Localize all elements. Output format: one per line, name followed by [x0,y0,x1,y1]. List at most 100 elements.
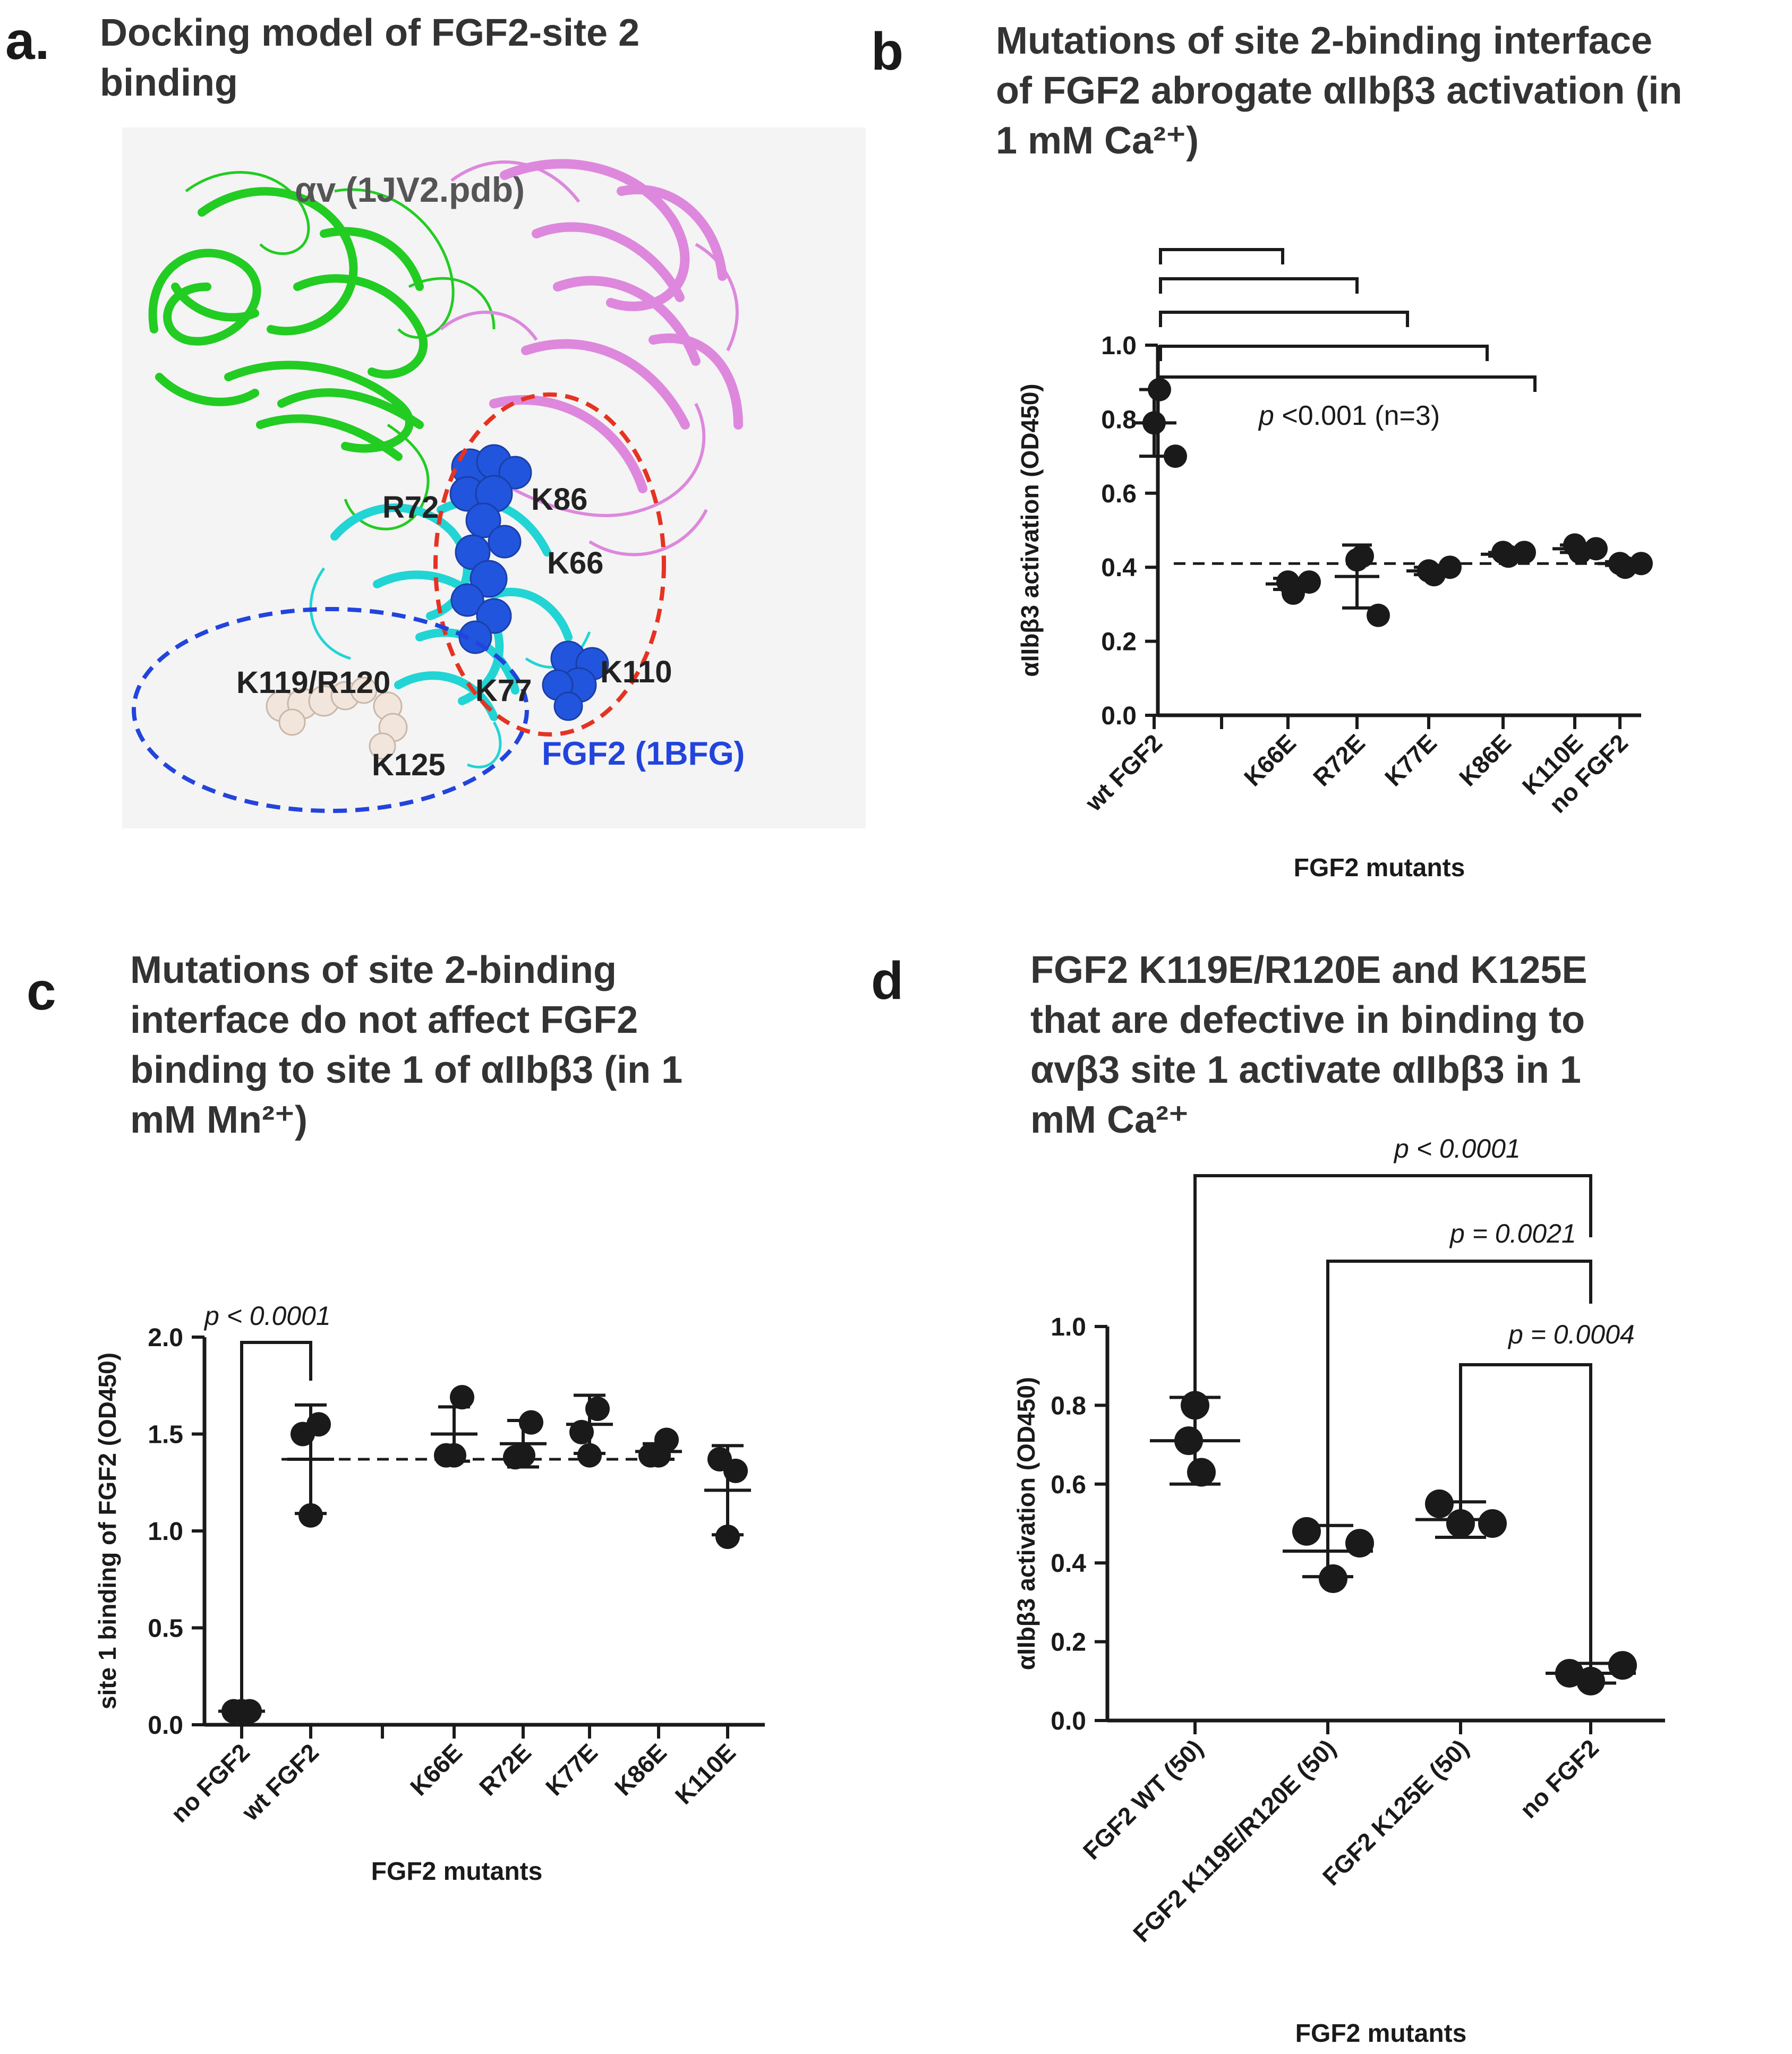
y-tick-label: 2.0 [148,1324,183,1352]
data-point [577,1443,602,1468]
data-point [1555,1658,1584,1688]
data-point [1345,548,1369,572]
y-tick-label: 0.2 [1101,628,1137,656]
panel-a-title: Docking model of FGF2-site 2 binding [100,8,639,108]
panel-b-title-line-1: Mutations of site 2-binding interface [996,20,1653,62]
y-tick-label: 1.0 [148,1518,183,1546]
panel-c-title-line-3: binding to site 1 of αIIbβ3 (in 1 [130,1049,683,1091]
data-point [1478,1509,1507,1538]
site2-red-dashed-ellipse [433,392,666,737]
x-axis-title: FGF2 mutants [1295,2019,1467,2048]
y-tick-label: 0.6 [1101,480,1137,508]
data-point [1142,411,1166,435]
y-axis-title: αIIbβ3 activation (OD450) [1016,383,1044,677]
panel-d-title-line-1: FGF2 K119E/R120E and K125E [1030,949,1588,991]
y-tick-label: 0.5 [148,1615,183,1643]
panel-d-title-line-4: mM Ca²⁺ [1030,1099,1189,1141]
label-fgf2: FGF2 (1BFG) [542,735,745,772]
label-R72: R72 [382,490,439,525]
data-point [1319,1564,1347,1593]
data-point [450,1385,474,1410]
data-point [1608,552,1632,576]
y-tick-label: 0.2 [1051,1629,1086,1657]
data-point [646,1443,671,1468]
p-value-annotation: p = 0.0021 [1449,1219,1576,1248]
significance-bracket [1159,277,1359,294]
p-value-text: <0.001 (n=3) [1274,400,1440,431]
significance-bracket [1159,375,1537,392]
label-alpha-v: αv (1JV2.pdb) [295,170,525,209]
label-K86: K86 [531,482,587,517]
data-point [715,1524,740,1549]
significance-bracket [1459,1363,1592,1672]
p-value-annotation: p = 0.0004 [1507,1320,1635,1349]
site1-residue-spheres [266,677,408,760]
y-axis-title: αIIbβ3 activation (OD450) [1012,1377,1040,1670]
data-point [1446,1509,1475,1538]
panel-a-title-line-1: Docking model of FGF2-site 2 [100,12,640,54]
panel-b-letter: b [871,22,904,81]
panel-c-title-line-4: mM Mn²⁺) [130,1099,308,1141]
y-tick-label: 0.0 [1051,1707,1086,1735]
y-tick-label: 0.0 [1101,702,1137,730]
data-point [1417,559,1440,583]
x-axis-title: FGF2 mutants [371,1858,543,1886]
data-point [707,1447,732,1471]
p-symbol: p [1258,400,1274,431]
x-category-label: FGF2 WT (50) [1078,1734,1208,1864]
data-point [519,1410,543,1435]
data-point [1584,537,1608,561]
data-point [585,1397,610,1422]
data-point [1276,570,1300,594]
p-value-annotation: p <0.001 (n=3) [1258,400,1440,431]
significance-bracket [1193,1174,1592,1426]
panel-b-title-line-2: of FGF2 abrogate αIIbβ3 activation (in [996,70,1683,112]
data-point [1292,1517,1321,1546]
panel-d-title-line-3: αvβ3 site 1 activate αIIbβ3 in 1 [1030,1049,1581,1091]
data-point [1174,1426,1203,1456]
panel-d-letter: d [871,951,904,1011]
panel-c-title-line-1: Mutations of site 2-binding [130,949,617,991]
data-point [1425,1489,1454,1518]
label-K77: K77 [475,673,532,708]
y-tick-label: 0.6 [1051,1471,1086,1499]
panel-a-letter: a. [5,11,50,71]
y-tick-label: 0.8 [1101,406,1137,434]
y-tick-label: 1.0 [1101,332,1137,360]
y-tick-label: 0.4 [1051,1550,1086,1578]
data-point [442,1443,466,1468]
beta-propeller-ribbon [489,159,743,493]
panel-c-letter: c [27,962,56,1021]
docking-model-structure: αv (1JV2.pdb) β3 R72 K86 K66 K110 K77 K1… [122,127,866,828]
label-K110: K110 [600,655,672,689]
significance-bracket [1159,311,1409,327]
data-point [1563,533,1586,557]
data-point [1345,1529,1374,1558]
data-point [569,1419,594,1444]
y-axis-title: site 1 binding of FGF2 (OD450) [93,1353,121,1709]
data-point [1298,570,1321,594]
significance-bracket [240,1341,312,1721]
data-point [1164,444,1187,468]
y-tick-label: 1.0 [1051,1313,1086,1341]
beta-propeller-loops [440,160,739,557]
site1-blue-dashed-ellipse [132,607,529,813]
significance-bracket [1159,248,1284,264]
data-point [1187,1458,1216,1487]
data-point [1491,541,1515,564]
data-point [291,1422,315,1447]
significance-bracket [1159,345,1489,361]
panel-d-title-line-2: that are defective in binding to [1030,999,1585,1041]
label-K125: K125 [372,748,446,782]
panel-a-title-line-2: binding [100,62,238,104]
data-point [1438,555,1462,579]
y-tick-label: 0.4 [1101,554,1137,582]
data-point [511,1443,535,1468]
label-K66: K66 [547,546,603,580]
data-point [1629,552,1653,576]
y-tick-label: 1.5 [148,1421,183,1449]
chart-b: 0.00.20.40.60.81.0wt FGF2 K66E R72E K77E K86… [1016,248,1653,882]
panel-c-title-line-2: interface do not affect FGF2 [130,999,638,1041]
panel-b-title-line-3: 1 mM Ca²⁺) [996,119,1199,162]
